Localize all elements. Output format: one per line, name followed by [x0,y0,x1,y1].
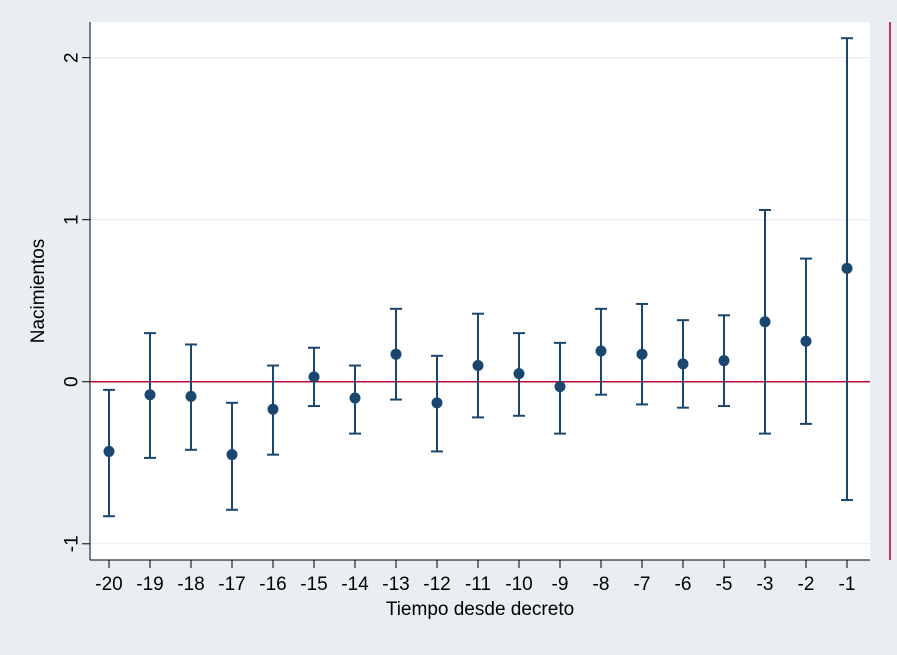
x-tick-label: -1 [839,574,856,595]
x-tick-label: -8 [593,574,610,595]
x-tick-label: -6 [675,574,692,595]
data-point [472,360,484,372]
data-point [677,358,689,370]
data-point [513,368,525,380]
data-point [800,335,812,347]
y-axis-label: Nacimientos [28,239,49,344]
x-tick-label: -18 [177,574,204,595]
data-point [390,348,402,360]
x-tick-label: -3 [757,574,774,595]
x-tick-label: -19 [136,574,163,595]
x-tick-label: -16 [259,574,286,595]
data-point [759,316,771,328]
data-point [636,348,648,360]
data-point [144,389,156,401]
plot-area [90,22,870,560]
x-tick-label: -5 [716,574,733,595]
data-point [349,392,361,404]
x-tick-label: -13 [382,574,409,595]
x-tick-label: -14 [341,574,369,595]
x-tick-label: -12 [423,574,450,595]
data-point [308,371,320,383]
data-point [718,355,730,367]
data-point [554,381,566,393]
x-ticks: -20 -19 -18 -17 -16 -15 -14 -13 -12 -11 -10 -9 -8 -7 -… [95,560,855,595]
data-point [431,397,443,409]
data-point [103,445,115,457]
x-tick-label: -17 [218,574,245,595]
y-tick-label: 2 [62,52,83,63]
data-point [226,449,238,461]
x-tick-label: -9 [552,574,569,595]
data-point [841,262,853,274]
x-tick-label: -10 [505,574,532,595]
data-point [185,390,197,402]
reference-lines [90,22,891,560]
y-tick-label: 1 [62,214,83,225]
x-tick-label: -2 [798,574,815,595]
x-axis-label: Tiempo desde decreto [386,599,574,620]
data-marks [103,37,853,518]
x-tick-label: -20 [95,574,122,595]
y-ticks: -1 0 1 2 [62,52,90,552]
data-point [595,345,607,357]
x-tick-label: -15 [300,574,327,595]
x-tick-label: -11 [465,574,491,595]
data-point [267,403,279,415]
x-tick-label: -7 [634,574,651,595]
y-tick-label: 0 [62,376,83,387]
y-tick-label: -1 [62,535,83,552]
